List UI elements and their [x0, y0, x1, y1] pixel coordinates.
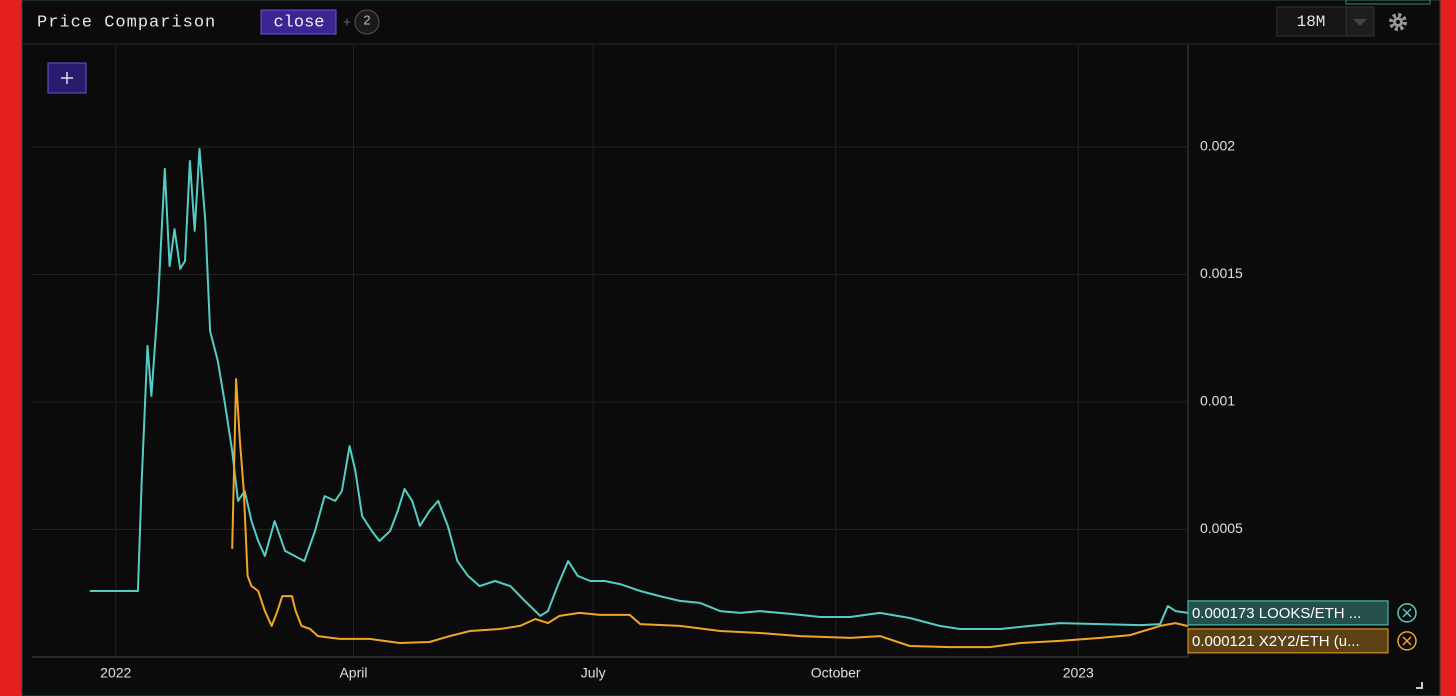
series-name: LOOKS/ETH ... [1259, 605, 1362, 622]
field-selector[interactable] [260, 9, 337, 35]
gear-teeth [1389, 13, 1407, 31]
remove-series [1397, 603, 1417, 623]
add-icon[interactable]: + [343, 14, 351, 30]
legend-item[interactable]: 0.000173 LOOKS/ETH ... [1187, 600, 1417, 626]
panel-tab [1345, 0, 1431, 5]
field-label: close [273, 13, 324, 32]
y-tick-label: 0.001 [1200, 393, 1235, 409]
last-value: 0.000173 [1192, 605, 1255, 622]
price-tag-text: 0.000173 LOOKS/ETH ... [1192, 605, 1361, 622]
resize-handle[interactable] [1416, 682, 1423, 689]
plus-icon [61, 72, 73, 84]
price-tag-text: 0.000121 X2Y2/ETH (u... [1192, 633, 1360, 650]
remove-icon [1402, 636, 1412, 646]
settings-icon[interactable] [1389, 13, 1407, 31]
panel [21, 0, 1441, 696]
gear-hole [1396, 20, 1400, 24]
price-line [89, 148, 1189, 630]
remove-series [1397, 631, 1417, 651]
x-tick-label: October [811, 665, 861, 681]
price-tag [1187, 600, 1389, 626]
series-name: X2Y2/ETH (u... [1259, 633, 1360, 650]
range-label: 18M [1297, 13, 1326, 31]
range-selector[interactable] [1276, 6, 1347, 37]
y-tick-label: 0.0015 [1200, 265, 1243, 281]
x-tick-label: 2023 [1063, 665, 1094, 681]
y-tick-label: 0.0005 [1200, 520, 1243, 536]
last-value: 0.000121 [1192, 633, 1255, 650]
dropdown-arrow [1353, 19, 1367, 26]
x-tick-label: July [581, 665, 606, 681]
y-tick-label: 0.002 [1200, 138, 1235, 154]
remove-icon [1402, 608, 1412, 618]
count-badge[interactable] [354, 9, 380, 35]
x-tick-label: April [339, 665, 367, 681]
plot: 0.0005 0.001 0.0015 0.002 2022 April July Octob… [32, 45, 1243, 681]
legend-item[interactable]: 0.000121 X2Y2/ETH (u... [1187, 628, 1417, 654]
count-text: 2 [363, 12, 370, 27]
widget-title: Price Comparison [37, 13, 216, 32]
price-line [231, 378, 1189, 649]
price-tag [1187, 628, 1389, 654]
x-tick-label: 2022 [100, 665, 131, 681]
